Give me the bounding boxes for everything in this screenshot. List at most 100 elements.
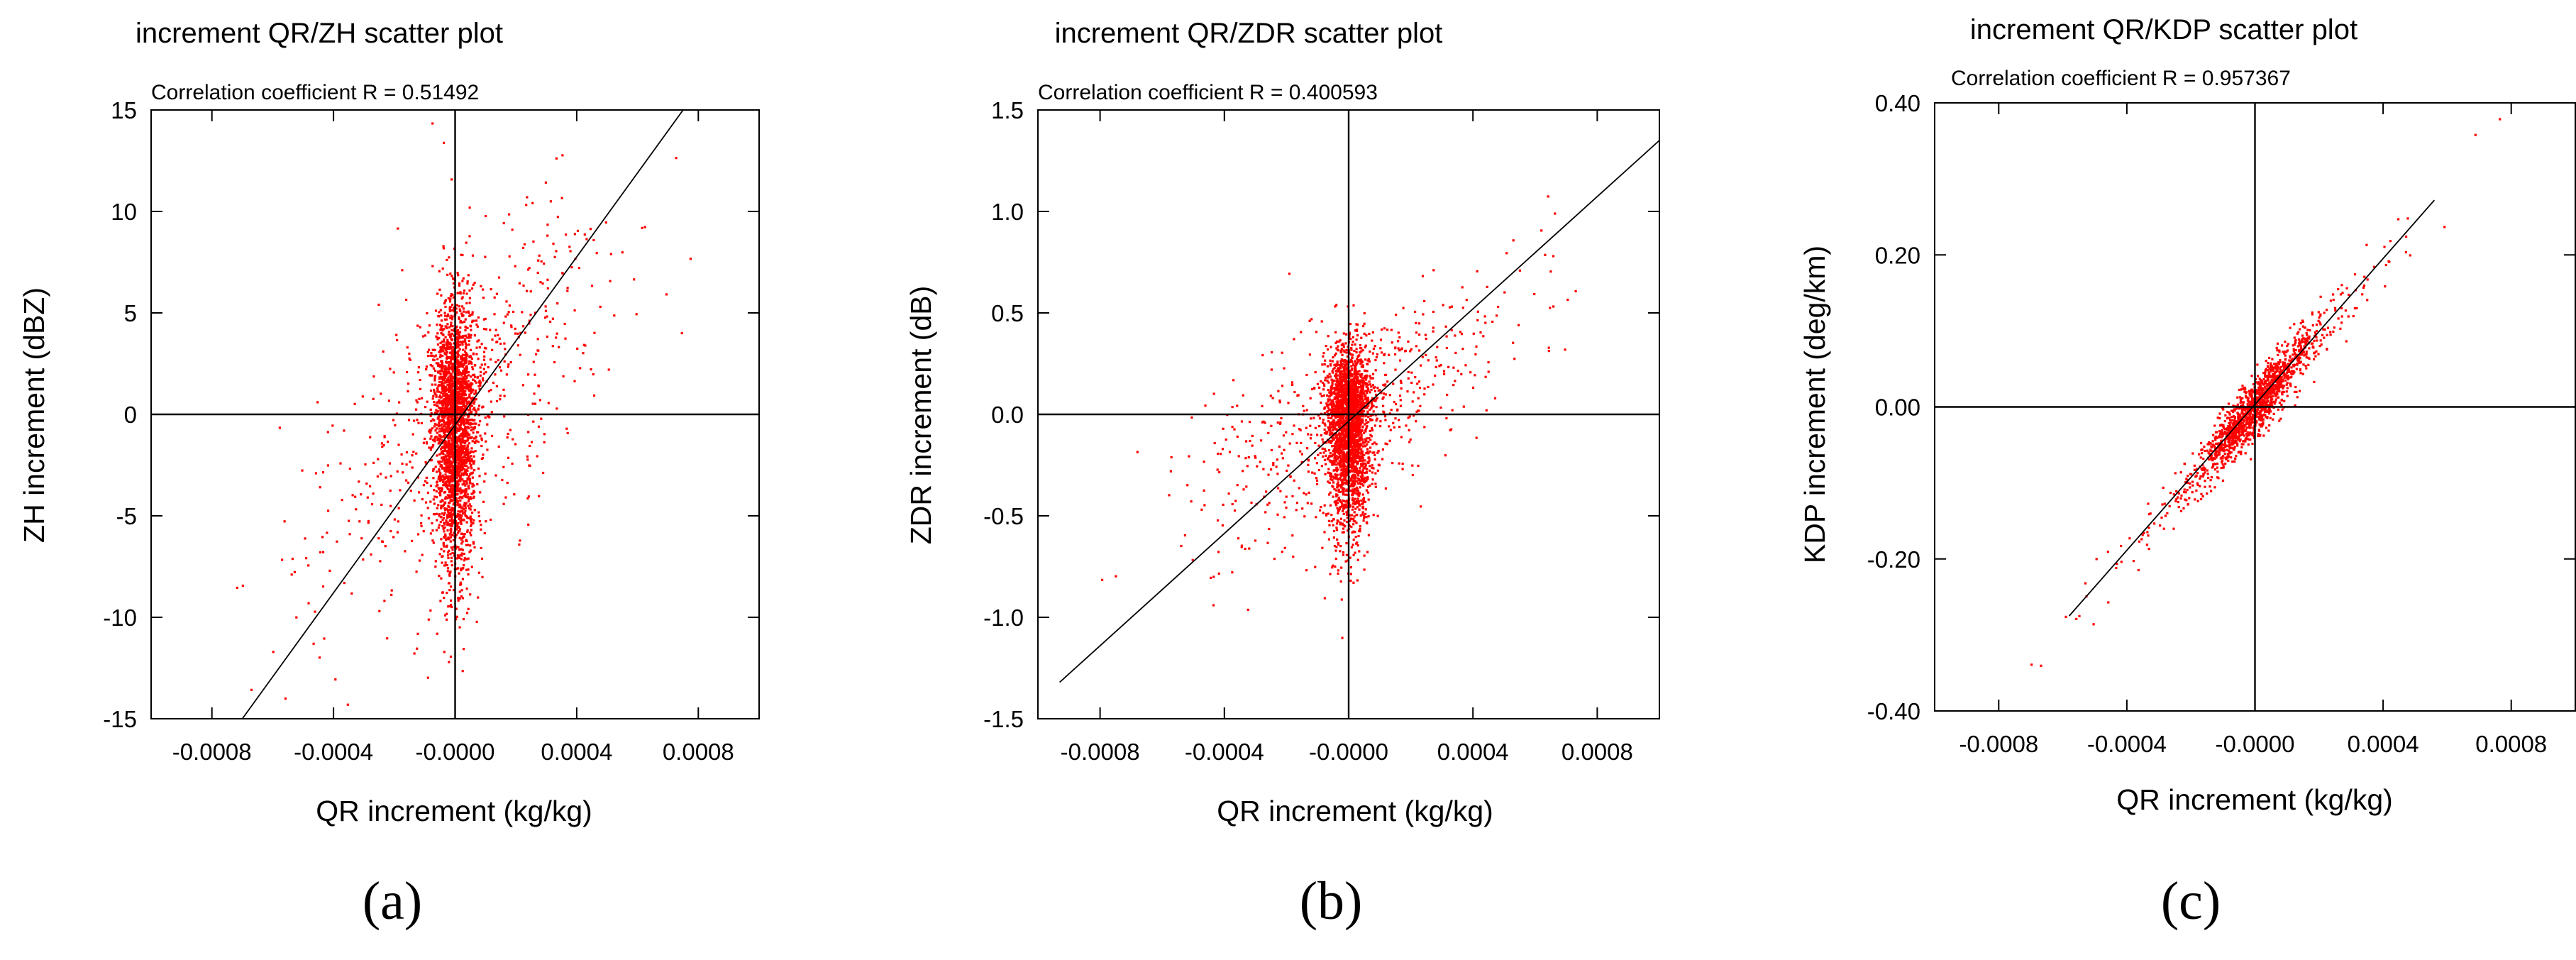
data-point (1335, 529, 1338, 531)
data-point (465, 435, 468, 438)
data-point (475, 353, 478, 355)
data-point (455, 333, 458, 336)
data-point (392, 419, 395, 421)
data-point (461, 428, 464, 431)
data-point (462, 348, 465, 351)
data-point (1278, 401, 1281, 404)
data-point (453, 348, 455, 351)
data-point (452, 277, 455, 280)
data-point (479, 491, 482, 494)
data-point (424, 334, 426, 337)
data-point (458, 447, 460, 450)
data-point (450, 560, 453, 563)
data-point (460, 567, 463, 570)
data-point (1353, 349, 1356, 353)
data-point (443, 440, 446, 443)
data-point (452, 412, 455, 414)
data-point (1332, 477, 1335, 480)
data-point (461, 509, 464, 512)
data-point (438, 575, 441, 578)
data-point (394, 424, 397, 426)
data-point (431, 427, 433, 430)
data-point (460, 433, 463, 436)
data-point (440, 507, 443, 509)
data-point (433, 390, 436, 393)
data-point (444, 325, 447, 328)
data-point (427, 355, 430, 358)
data-point (470, 450, 473, 453)
data-point (1333, 500, 1336, 503)
data-point (433, 401, 436, 404)
data-point (1333, 366, 1336, 369)
data-point (482, 379, 485, 382)
data-point (471, 440, 474, 443)
data-point (470, 397, 472, 399)
data-point (1399, 399, 1402, 402)
data-point (461, 438, 464, 441)
data-point (675, 157, 678, 160)
data-point (444, 561, 447, 564)
data-point (450, 486, 453, 489)
data-point (464, 318, 467, 321)
data-point (383, 600, 386, 602)
data-point (1203, 460, 1205, 463)
data-point (461, 385, 464, 387)
data-point (1204, 404, 1207, 407)
data-point (1401, 468, 1404, 470)
data-point (463, 419, 466, 422)
data-point (1245, 440, 1248, 443)
data-point (441, 474, 444, 477)
data-point (549, 320, 552, 323)
data-point (447, 370, 450, 373)
data-point (450, 433, 453, 436)
data-point (463, 338, 467, 341)
data-point (321, 585, 325, 588)
data-point (460, 507, 463, 509)
data-point (442, 382, 445, 385)
data-point (284, 697, 287, 700)
data-point (464, 325, 467, 329)
data-point (1364, 423, 1366, 426)
data-point (464, 514, 468, 518)
data-point (555, 407, 558, 410)
data-point (459, 583, 462, 586)
data-point (388, 462, 392, 465)
data-point (1330, 399, 1333, 402)
data-point (477, 441, 480, 443)
data-point (1337, 434, 1339, 436)
data-point (1355, 348, 1358, 351)
data-point (555, 336, 558, 339)
data-point (470, 534, 472, 536)
data-point (443, 425, 446, 428)
data-point (447, 390, 450, 394)
data-point (431, 446, 433, 448)
data-point (569, 250, 572, 253)
data-point (455, 477, 458, 480)
data-point (367, 522, 370, 524)
data-point (1362, 519, 1365, 522)
data-point (1356, 456, 1359, 459)
data-point (477, 596, 480, 599)
data-point (566, 287, 569, 289)
data-point (546, 335, 548, 338)
data-point (449, 536, 452, 539)
data-point (458, 590, 461, 593)
data-point (459, 581, 462, 584)
data-point (464, 514, 467, 517)
data-point (448, 407, 451, 410)
data-point (1337, 386, 1339, 389)
data-point (458, 424, 461, 427)
data-point (1369, 465, 1371, 468)
data-point (474, 441, 477, 444)
data-point (459, 326, 462, 329)
data-point (465, 539, 468, 542)
data-point (450, 387, 453, 390)
data-point (447, 480, 450, 482)
data-point (1549, 270, 1552, 273)
data-point (582, 352, 585, 355)
data-point (438, 376, 441, 379)
data-point (452, 431, 455, 434)
data-point (452, 363, 455, 365)
data-point (445, 353, 448, 356)
data-point (464, 427, 467, 430)
